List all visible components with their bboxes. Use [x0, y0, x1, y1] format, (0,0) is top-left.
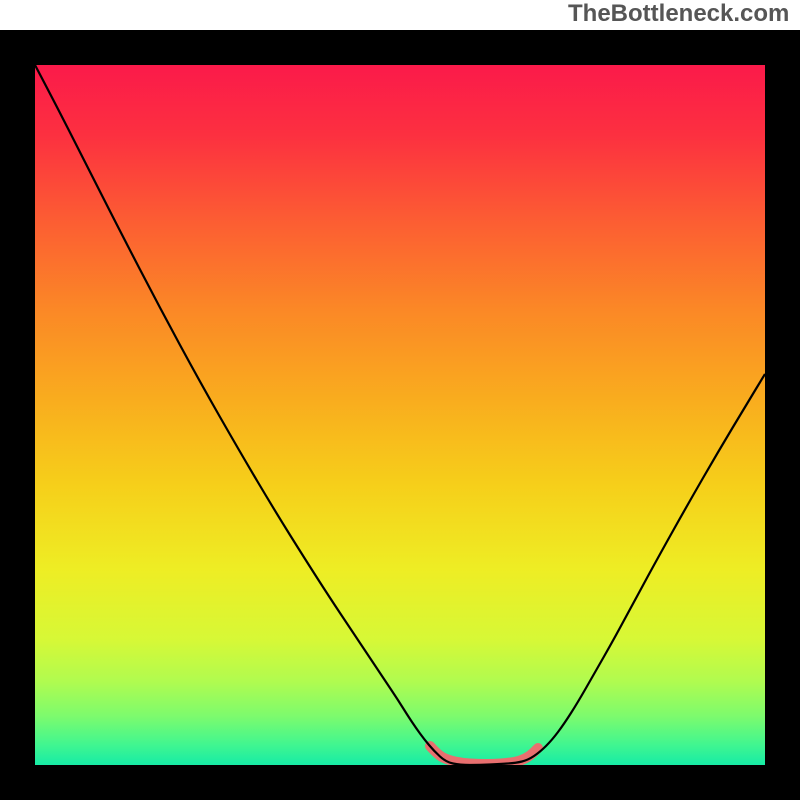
- watermark-label: TheBottleneck.com: [568, 0, 789, 28]
- chart-svg: [0, 0, 800, 800]
- gradient-background: [35, 65, 765, 765]
